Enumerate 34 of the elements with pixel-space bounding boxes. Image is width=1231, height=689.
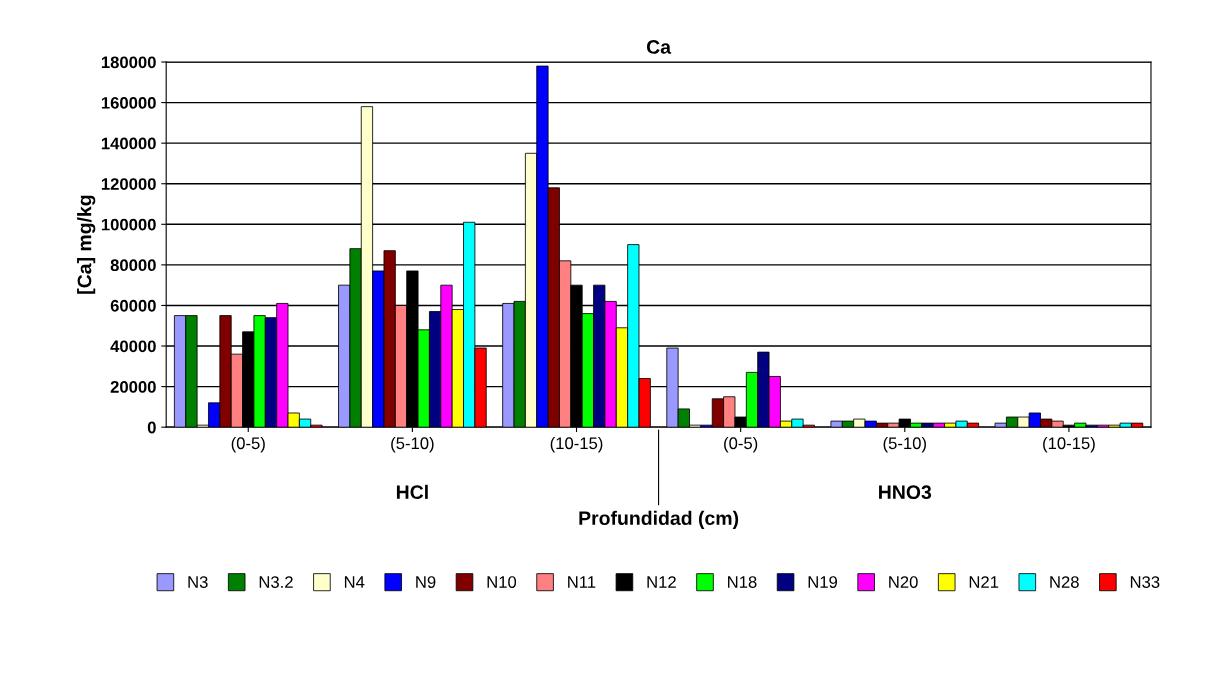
legend-label: N28 [1050, 576, 1079, 588]
chart-title: Ca [646, 40, 672, 54]
x-tick-label: (10-15) [550, 436, 603, 453]
legend-label: N3.2 [259, 576, 293, 588]
legend-label: N10 [487, 576, 517, 588]
text: HNO3 [879, 485, 932, 500]
x-tick-label: (10-15) [1043, 436, 1095, 453]
legend-label: N21 [969, 576, 999, 588]
x-axis-title: Profundidad (cm) [579, 510, 739, 529]
y-tick-label: 60000 [110, 299, 156, 312]
legend-label: N20 [889, 576, 918, 588]
y-tick-label: 180000 [101, 56, 156, 69]
y-tick-label: 120000 [101, 178, 156, 190]
legend-label: N9 [416, 576, 436, 588]
legend-label: N19 [808, 576, 838, 588]
y-tick-label: 140000 [101, 137, 156, 150]
text: HCl [396, 484, 428, 500]
x-tick-label: (5-10) [883, 436, 926, 453]
y-tick-label: 20000 [110, 381, 156, 393]
y-tick-label: 40000 [110, 340, 156, 353]
y-tick-label: 100000 [101, 218, 156, 231]
legend-label: N11 [568, 576, 596, 588]
y-tick-label: 0 [147, 421, 156, 434]
y-tick-label: 80000 [110, 259, 156, 272]
legend-label: N4 [344, 576, 365, 588]
legend-label: N33 [1130, 576, 1160, 588]
legend-label: N12 [647, 576, 676, 588]
y-axis-title: [Ca] mg/kg [77, 195, 96, 294]
x-tick-label: (0-5) [724, 436, 758, 453]
legend-label: N18 [728, 576, 757, 588]
x-tick-label: (0-5) [231, 436, 265, 453]
x-tick-label: (5-10) [391, 436, 434, 453]
legend-label: N3 [188, 576, 208, 588]
y-tick-label: 160000 [101, 96, 156, 109]
